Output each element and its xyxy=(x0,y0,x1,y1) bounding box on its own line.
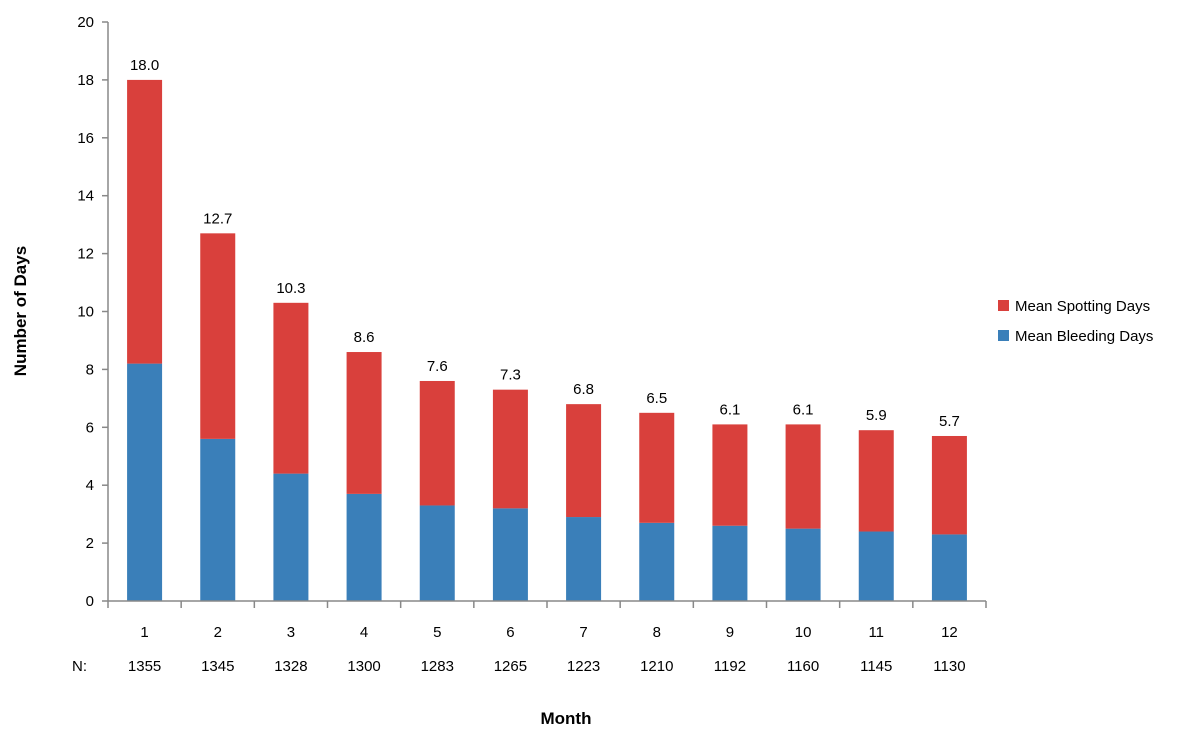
bar-total-label: 6.1 xyxy=(719,401,740,418)
bleeding-bar-segment xyxy=(639,522,675,601)
y-axis-title: Number of Days xyxy=(11,246,30,376)
y-ticks-group: 0 2 4 6 8 10 12 14 16 18 20 xyxy=(77,14,108,610)
bleeding-bar-segment xyxy=(127,363,163,601)
bar-total-label: 8.6 xyxy=(354,329,375,346)
bleeding-bar-segment xyxy=(346,493,382,601)
bleeding-bar-segment xyxy=(492,508,528,601)
n-value-label: 1265 xyxy=(494,658,527,675)
bleeding-bar-segment xyxy=(858,531,894,601)
y-tick-label: 14 xyxy=(77,188,94,205)
spotting-bar-segment xyxy=(785,424,821,529)
bleeding-bar-segment xyxy=(931,534,967,601)
x-tick-label: 12 xyxy=(941,624,958,641)
bar-total-label: 6.8 xyxy=(573,381,594,398)
bar-total-label: 10.3 xyxy=(276,280,305,297)
x-axis-title: Month xyxy=(541,709,592,728)
n-row-group: N: 1355 1345 1328 1300 1283 1265 1223 1210 1192 1… xyxy=(72,658,966,675)
n-value-label: 1145 xyxy=(860,658,892,675)
x-tick-label: 8 xyxy=(653,624,661,641)
bleeding-bar-segment xyxy=(712,525,748,601)
bar-total-label: 6.1 xyxy=(793,401,814,418)
spotting-bar-segment xyxy=(200,233,236,439)
x-tick-label: 1 xyxy=(140,624,148,641)
spotting-bar-segment xyxy=(127,79,163,364)
bar-total-label: 5.7 xyxy=(939,413,960,430)
spotting-bar-segment xyxy=(273,302,309,474)
x-ticks-group: 1 2 3 4 5 6 7 8 9 10 11 12 xyxy=(107,601,987,641)
spotting-bar-segment xyxy=(931,435,967,535)
spotting-bar-segment xyxy=(492,389,528,509)
n-value-label: 1210 xyxy=(640,658,673,675)
bar-total-label: 18.0 xyxy=(130,57,159,74)
x-tick-label: 6 xyxy=(506,624,514,641)
x-tick-label: 2 xyxy=(214,624,222,641)
n-value-label: 1345 xyxy=(201,658,234,675)
spotting-bar-segment xyxy=(419,380,455,506)
bars-group xyxy=(127,79,967,601)
y-tick-label: 18 xyxy=(77,72,94,89)
n-value-label: 1355 xyxy=(128,658,161,675)
bar-total-label: 5.9 xyxy=(866,407,887,424)
spotting-bar-segment xyxy=(712,424,748,526)
x-tick-label: 9 xyxy=(726,624,734,641)
n-value-label: 1223 xyxy=(567,658,600,675)
bleeding-bar-segment xyxy=(566,517,602,601)
x-tick-label: 5 xyxy=(433,624,441,641)
spotting-bar-segment xyxy=(639,412,675,523)
n-value-label: 1160 xyxy=(787,658,819,675)
y-tick-label: 8 xyxy=(86,361,94,378)
n-value-label: 1130 xyxy=(933,658,965,675)
y-tick-label: 12 xyxy=(77,246,94,263)
spotting-bar-segment xyxy=(566,404,602,518)
bleeding-bar-segment xyxy=(785,528,821,601)
bar-total-label: 6.5 xyxy=(646,390,667,407)
y-tick-label: 16 xyxy=(77,130,94,147)
bleeding-bar-segment xyxy=(200,438,236,601)
bar-total-label: 12.7 xyxy=(203,210,232,227)
spotting-bar-segment xyxy=(858,430,894,532)
bleeding-bar-segment xyxy=(273,473,309,601)
legend-swatch xyxy=(998,300,1009,311)
n-row-label: N: xyxy=(72,658,87,675)
x-tick-label: 10 xyxy=(795,624,812,641)
n-value-label: 1300 xyxy=(347,658,380,675)
y-tick-label: 20 xyxy=(77,14,94,31)
bleeding-bar-segment xyxy=(419,505,455,601)
legend: Mean Spotting Days Mean Bleeding Days xyxy=(998,298,1153,345)
axes-group xyxy=(107,22,986,602)
y-tick-label: 10 xyxy=(77,304,94,321)
y-tick-label: 4 xyxy=(86,477,94,494)
legend-label: Mean Spotting Days xyxy=(1015,298,1150,315)
y-tick-label: 0 xyxy=(86,593,94,610)
spotting-bar-segment xyxy=(346,352,382,494)
x-tick-label: 3 xyxy=(287,624,295,641)
n-value-label: 1192 xyxy=(714,658,746,675)
x-tick-label: 11 xyxy=(868,624,884,641)
legend-label: Mean Bleeding Days xyxy=(1015,328,1153,345)
y-tick-label: 2 xyxy=(86,535,94,552)
x-tick-label: 7 xyxy=(579,624,587,641)
legend-swatch xyxy=(998,330,1009,341)
n-value-label: 1283 xyxy=(421,658,454,675)
y-tick-label: 6 xyxy=(86,419,94,436)
bar-total-label: 7.3 xyxy=(500,367,521,384)
total-labels-group: 18.0 12.7 10.3 8.6 7.6 7.3 6.8 6.5 6.1 6.1 5.9 5.7 xyxy=(130,57,960,430)
x-tick-label: 4 xyxy=(360,624,368,641)
bar-total-label: 7.6 xyxy=(427,358,448,375)
n-value-label: 1328 xyxy=(274,658,307,675)
